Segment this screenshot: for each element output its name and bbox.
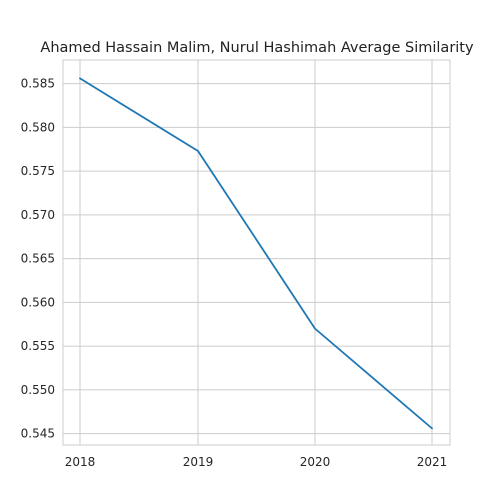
y-tick-label: 0.560 [21, 295, 55, 309]
y-axis-ticks: 0.545 0.550 0.555 0.560 0.565 0.570 0.575 0.580… [21, 77, 55, 441]
series-layer [79, 77, 433, 430]
x-tick-label: 2019 [183, 455, 214, 469]
x-tick-label: 2020 [300, 455, 331, 469]
y-tick-label: 0.575 [21, 164, 55, 178]
y-tick-label: 0.550 [21, 383, 55, 397]
plot-frame [62, 59, 451, 446]
series-line [79, 77, 433, 430]
y-tick-label: 0.585 [21, 77, 55, 91]
chart-title: Ahamed Hassain Malim, Nurul Hashimah Ave… [40, 40, 474, 56]
y-tick-label: 0.545 [21, 427, 55, 441]
x-axis-ticks: 2018 2019 2020 2021 [65, 455, 448, 469]
y-tick-label: 0.565 [21, 252, 55, 266]
y-tick-label: 0.570 [21, 208, 55, 222]
x-tick-label: 2018 [65, 455, 96, 469]
y-tick-label: 0.580 [21, 120, 55, 134]
x-tick-label: 2021 [417, 455, 448, 469]
grid-layer [63, 60, 450, 445]
y-tick-label: 0.555 [21, 339, 55, 353]
